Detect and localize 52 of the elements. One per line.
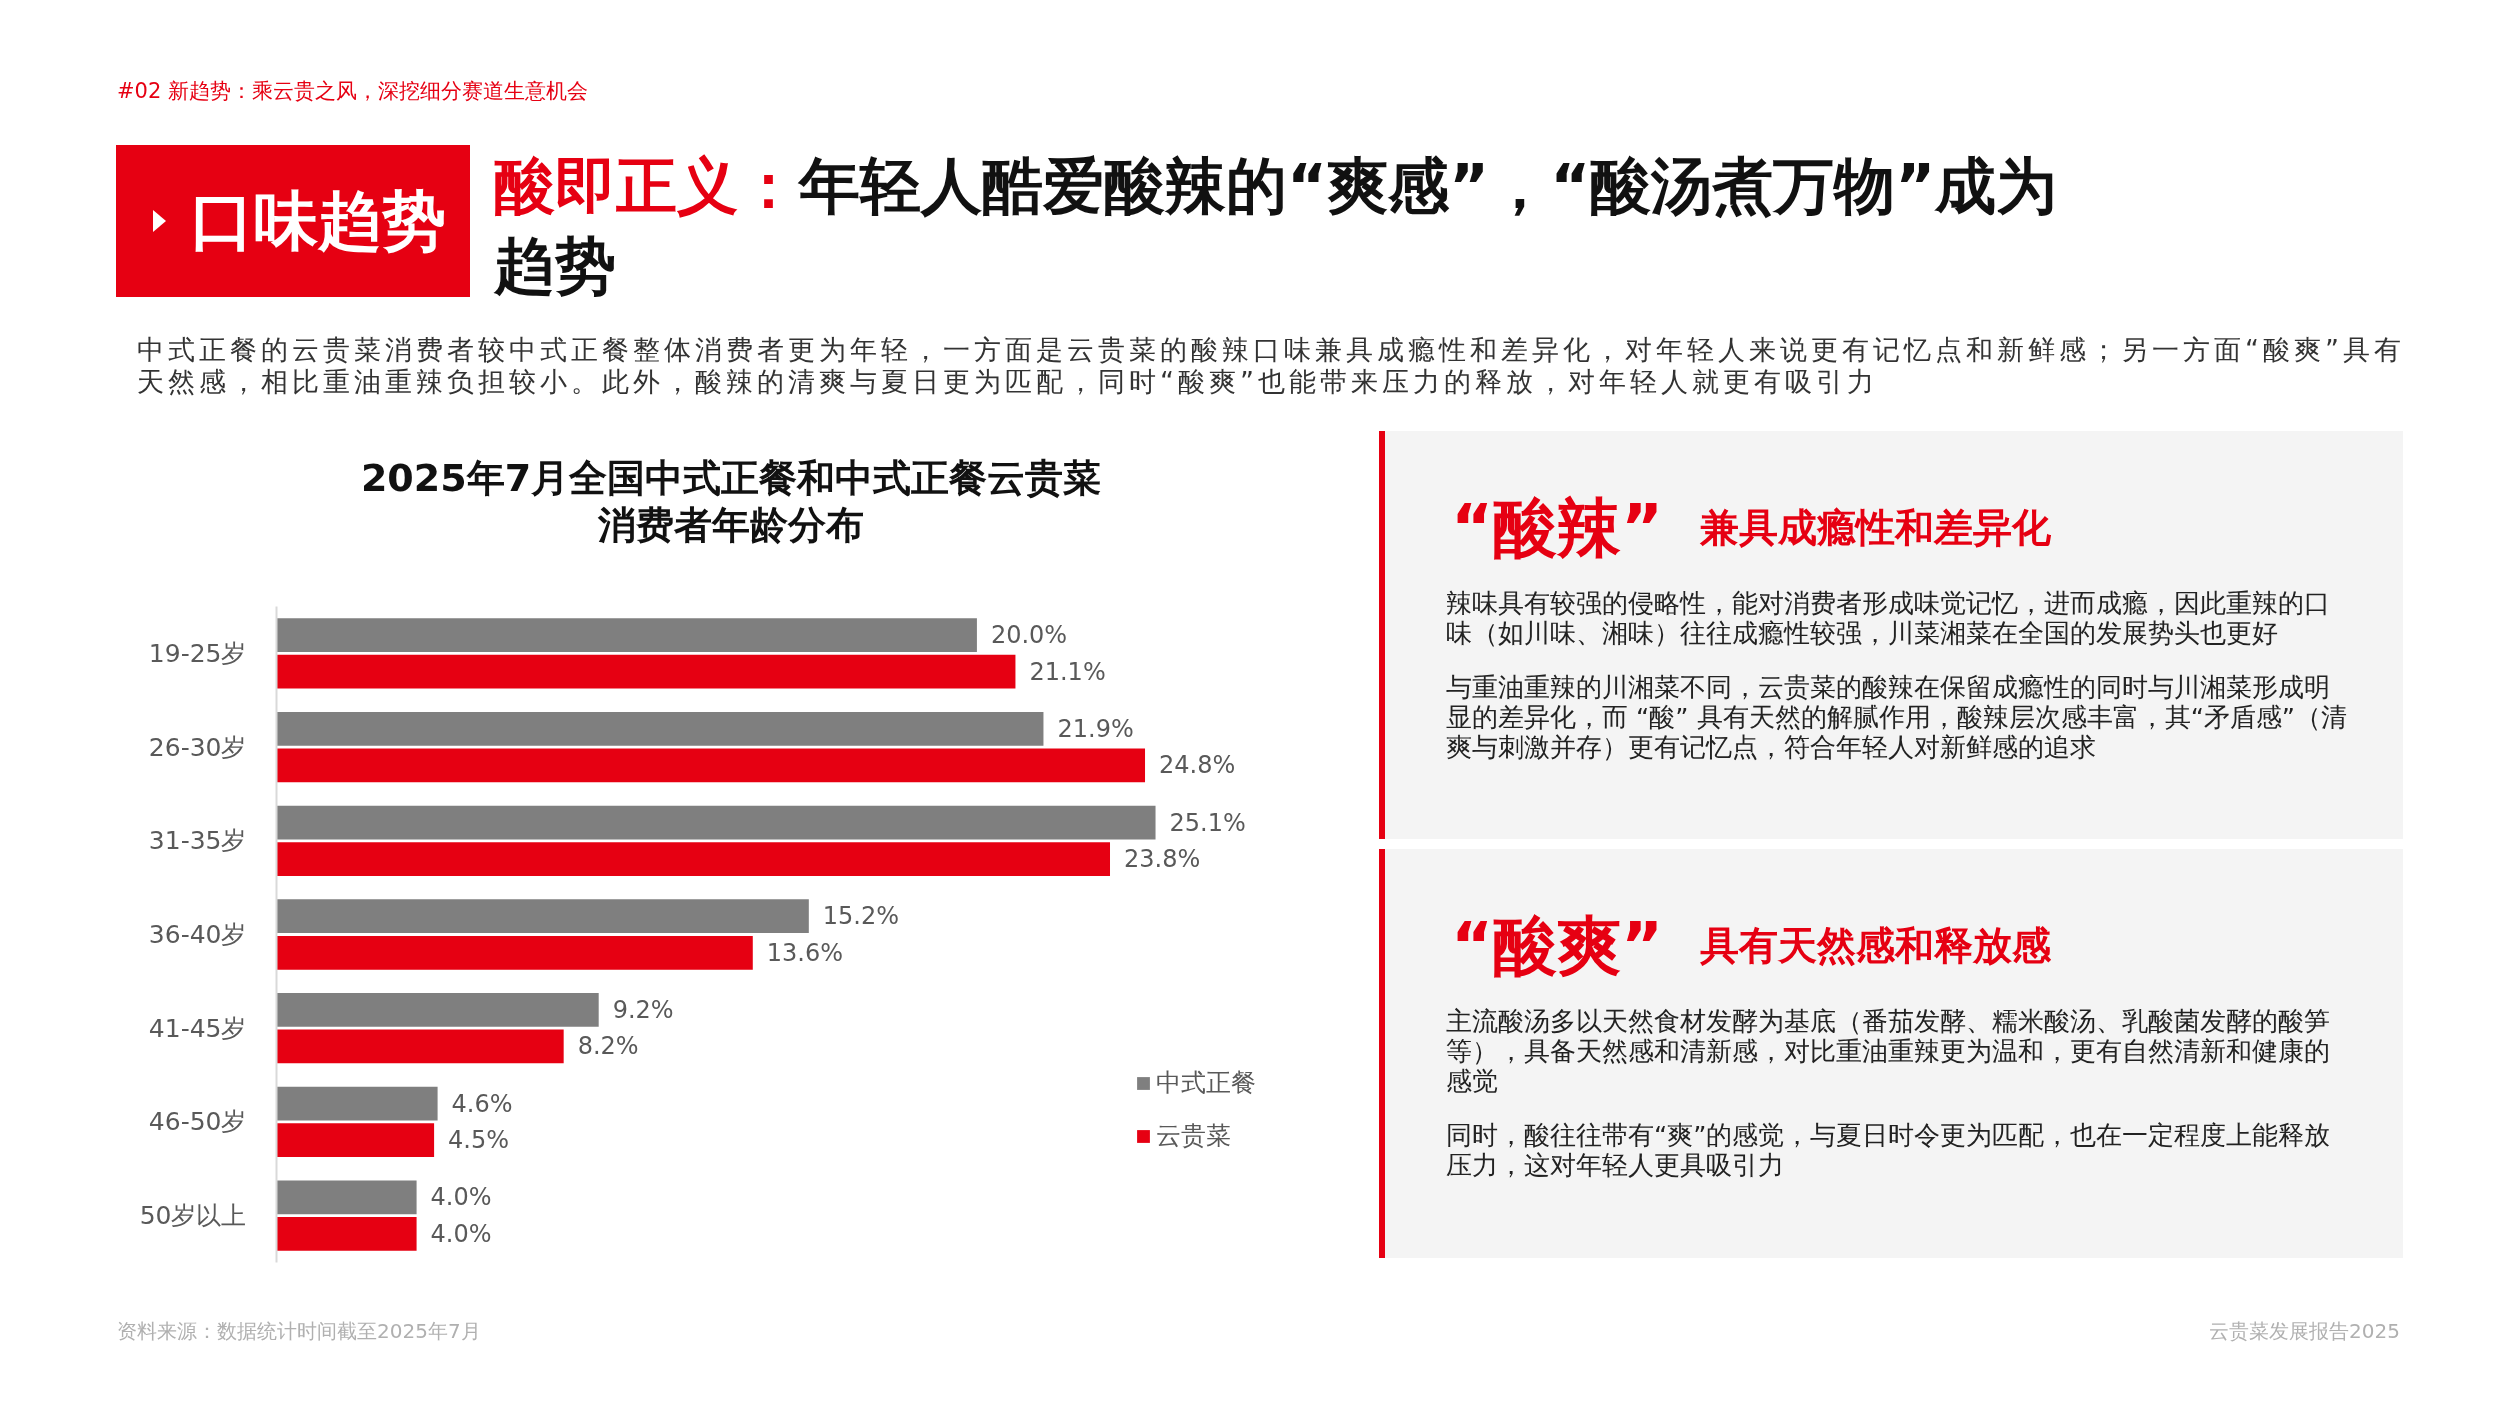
- bar: [276, 1086, 438, 1121]
- data-label: 8.2%: [577, 1032, 639, 1061]
- y-tick-label: 31-35岁: [148, 826, 247, 856]
- bar: [276, 805, 1156, 840]
- data-label: 23.8%: [1124, 845, 1201, 874]
- y-tick-label: 19-25岁: [148, 638, 247, 668]
- legend-label: 云贵菜: [1156, 1120, 1231, 1152]
- text: 辣味具有较强的侵略性，能对消费者形成味觉记忆，进而成瘾，因此重辣的口味（如川味、湘味）往往成瘾性较强，川菜湘菜在全国的发展势头也更好: [1446, 588, 2331, 648]
- text: 酸即正义：年轻人酷爱酸辣的“爽感”，“酸汤煮万物”成为趋势: [494, 150, 2058, 301]
- text: 与重油重辣的川湘菜不同，云贵菜的酸辣在保留成瘾性的同时与川湘菜形成明显的差异化，而 “酸” 具有天然的解腻作用，酸辣层次感丰富，其“矛盾感”（清爽与刺激并存）更有记忆点，符合年轻人对新鲜感的追求: [1446, 672, 2349, 762]
- y-tick-label: 41-45岁: [148, 1013, 247, 1043]
- bar: [276, 899, 809, 934]
- text: 主流酸汤多以天然食材发酵为基底（番茄发酵、糯米酸汤、乳酸菌发酵的酸笋等），具备天然感和清新感，对比重油重辣更为温和，更有自然清新和健康的感觉: [1446, 1006, 2331, 1096]
- text: 同时，酸往往带有“爽”的感觉，与夏日时令更为匹配，也在一定程度上能释放压力，这对年轻人更具吸引力: [1446, 1120, 2332, 1180]
- data-label: 4.6%: [451, 1089, 513, 1118]
- data-label: 4.0%: [430, 1183, 492, 1212]
- text: 资料来源：数据统计时间截至2025年7月: [117, 1318, 481, 1345]
- text: 云贵菜发展报告2025: [2209, 1318, 2400, 1345]
- data-label: 15.2%: [822, 902, 900, 931]
- y-tick-label: 50岁以上: [139, 1201, 247, 1231]
- data-label: 20.0%: [990, 621, 1068, 650]
- bar: [276, 935, 753, 970]
- data-label: 13.6%: [766, 938, 844, 967]
- bar: [276, 842, 1110, 876]
- data-label: 24.8%: [1159, 751, 1236, 780]
- data-label: 21.9%: [1057, 714, 1134, 743]
- data-label: 4.0%: [430, 1219, 492, 1248]
- bar: [276, 711, 1044, 746]
- chart-title: 2025年7月全国中式正餐和中式正餐云贵菜消费者年龄分布: [359, 455, 1103, 549]
- data-label: 4.5%: [448, 1126, 510, 1155]
- y-tick-label: 36-40岁: [148, 920, 247, 949]
- bar: [276, 993, 599, 1027]
- y-tick-label: 26-30岁: [148, 732, 247, 762]
- bar: [276, 654, 1016, 689]
- text: 口味趋势: [116, 145, 470, 297]
- legend-label: 中式正餐: [1156, 1067, 1256, 1099]
- data-label: 21.1%: [1029, 657, 1106, 686]
- bar: [276, 1123, 435, 1158]
- bar: [276, 618, 977, 652]
- bar: [276, 1217, 417, 1251]
- bar: [276, 1180, 417, 1215]
- y-tick-label: 46-50岁: [148, 1107, 247, 1137]
- text: 兼具成瘾性和差异化: [1700, 504, 2051, 552]
- text: 具有天然感和释放感: [1700, 922, 2051, 970]
- bar: [276, 1029, 564, 1064]
- text: “酸爽”: [1451, 908, 1664, 985]
- bar: [276, 748, 1146, 783]
- text: 中式正餐的云贵菜消费者较中式正餐整体消费者更为年轻，一方面是云贵菜的酸辣口味兼具成瘾性和差异化，对年轻人来说更有记忆点和新鲜感；另一方面“酸爽”具有天然感，相比重油重辣负担较小。此外，酸辣的清爽与夏日更为匹配，同时“酸爽”也能带来压力的释放，对年轻人就更有吸引力: [137, 334, 2406, 398]
- text: #02 新趋势：乘云贵之风，深挖细分赛道生意机会: [117, 78, 588, 105]
- data-label: 25.1%: [1169, 808, 1246, 837]
- data-label: 9.2%: [612, 995, 674, 1024]
- text: “酸辣”: [1451, 490, 1664, 567]
